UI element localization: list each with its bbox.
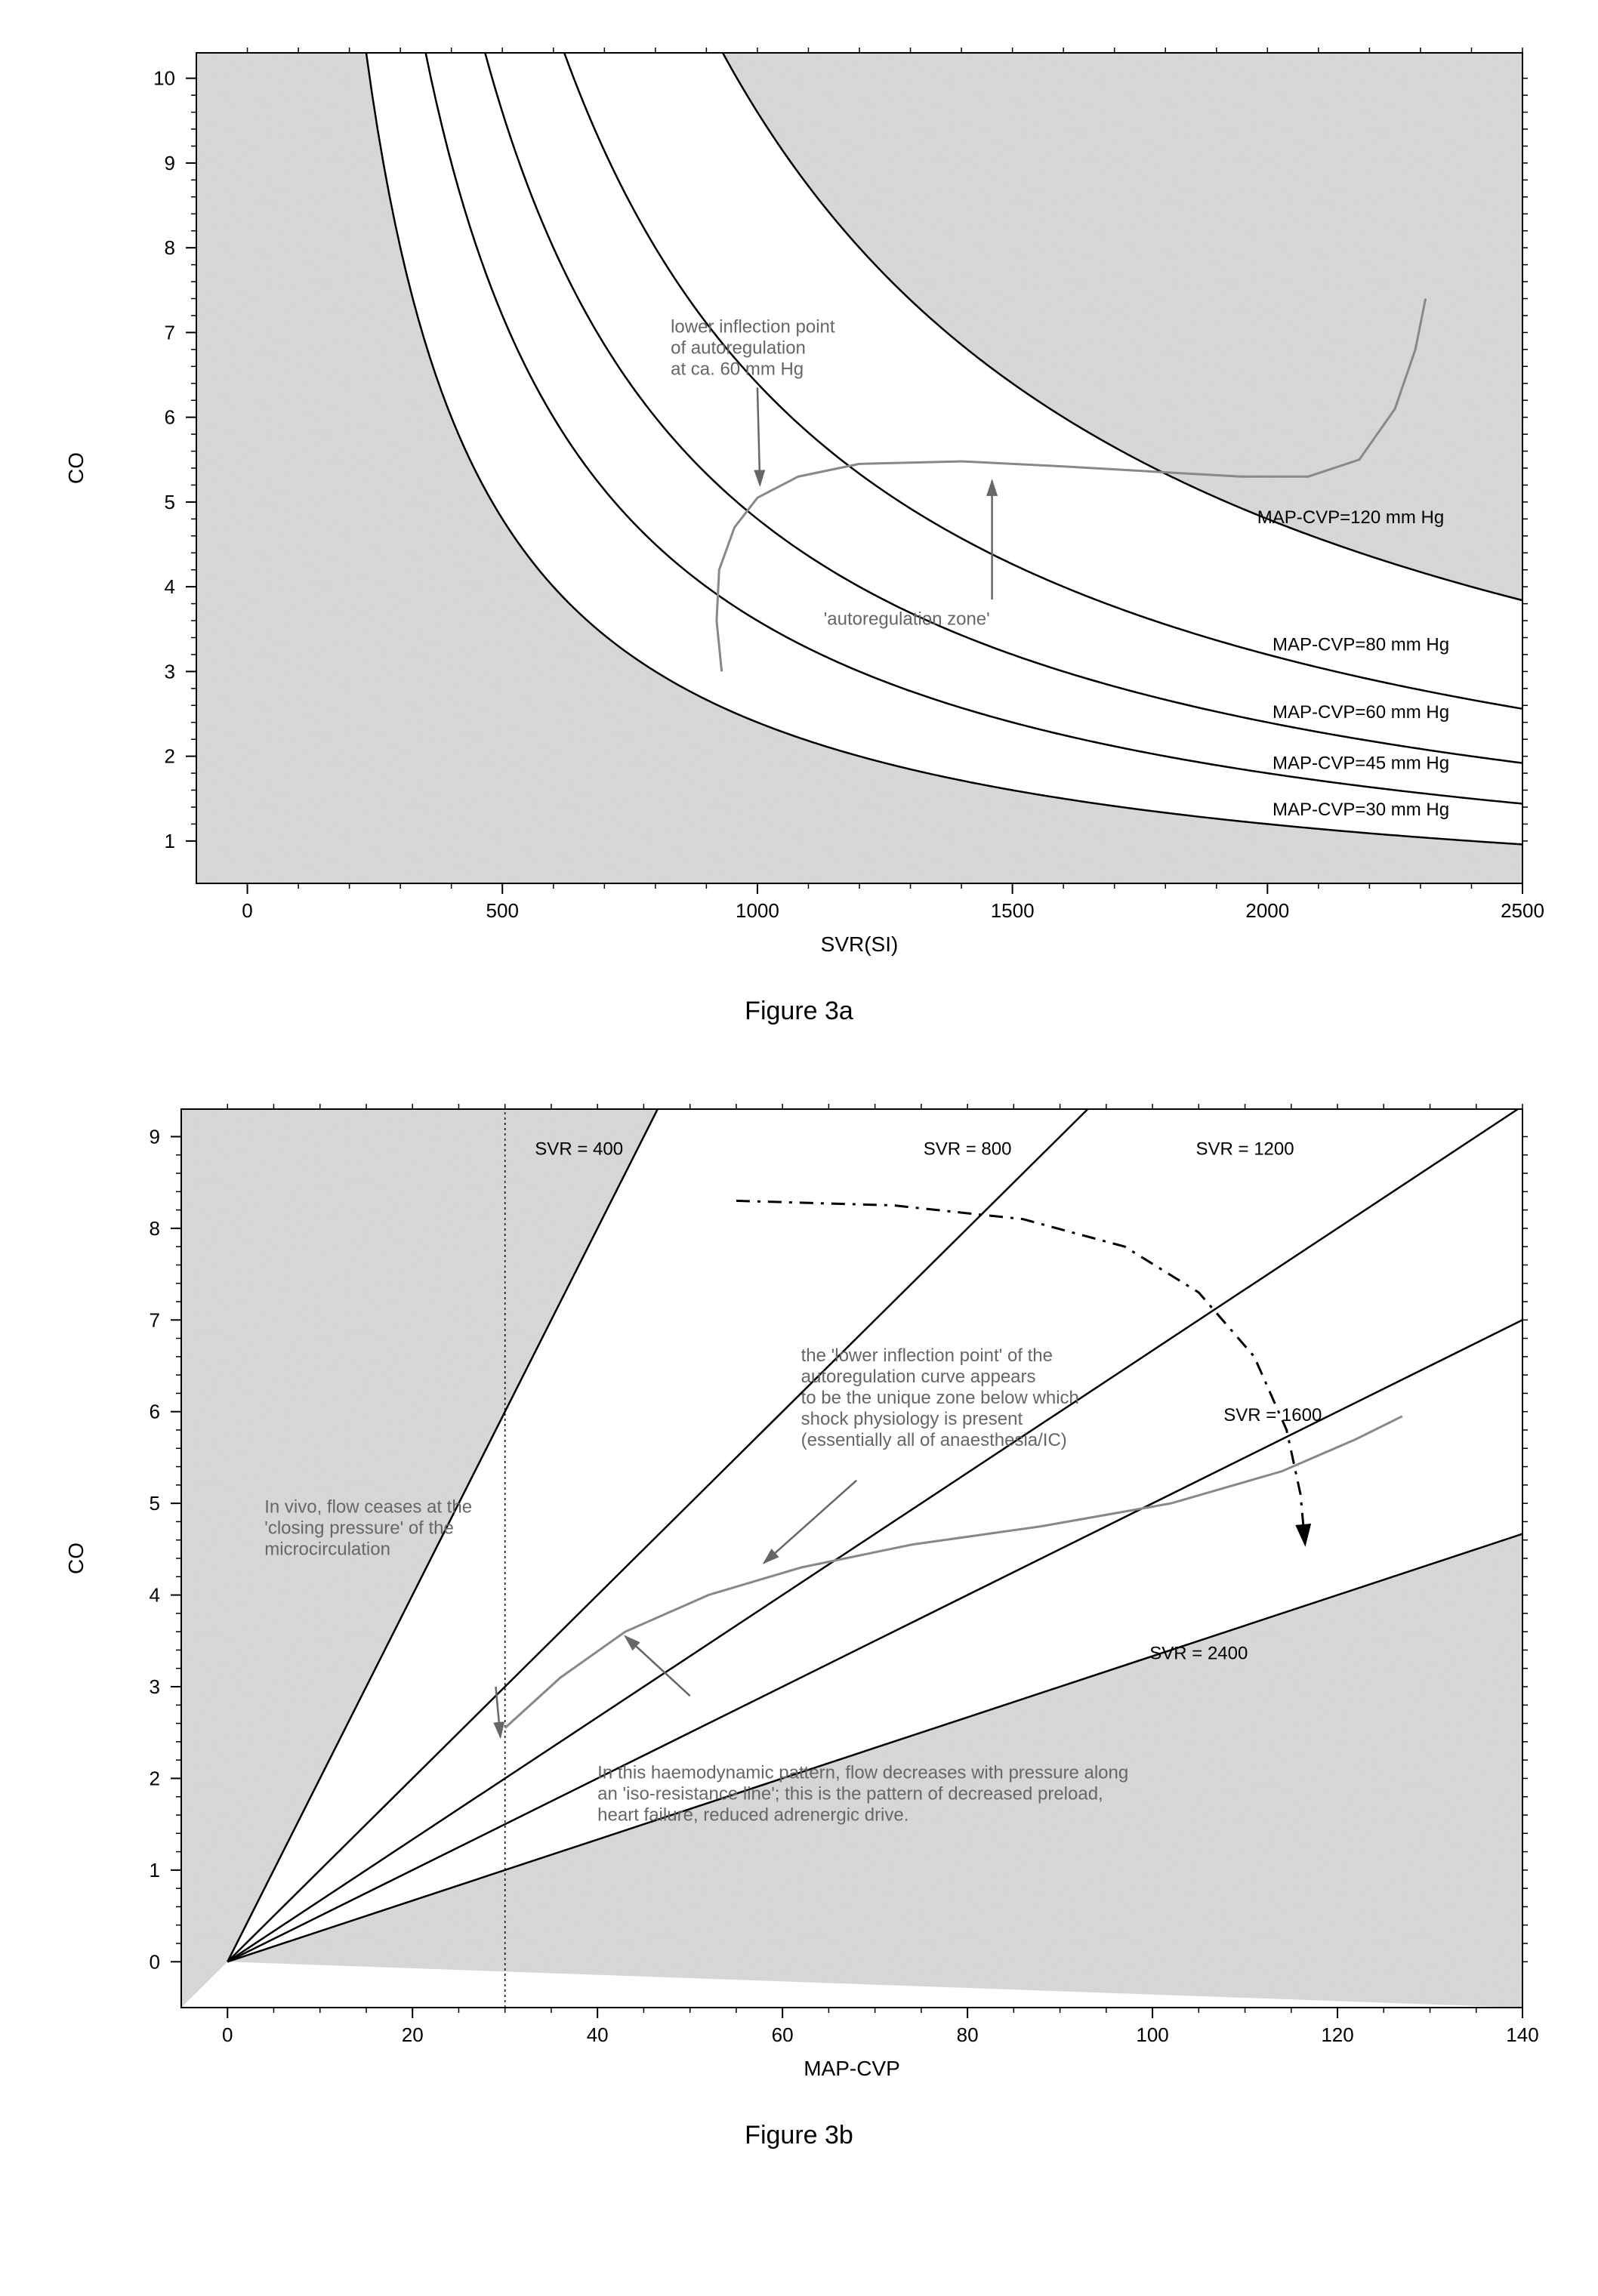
y-tick-label: 9 — [165, 152, 175, 174]
line-label: SVR = 400 — [535, 1139, 623, 1160]
x-tick-label: 120 — [1321, 2023, 1353, 2046]
x-tick-label: 2500 — [1501, 899, 1544, 922]
y-tick-label: 6 — [165, 406, 175, 429]
figure-3a: MAP-CVP=120 mm Hg MAP-CVP=80 mm Hg MAP-CVP… — [30, 30, 1568, 1026]
x-tick-label: 60 — [772, 2023, 794, 2046]
line-label: SVR = 1200 — [1196, 1139, 1294, 1160]
annotation-text: In vivo, flow ceases at the — [264, 1496, 472, 1517]
y-axis-label: CO — [64, 1542, 88, 1574]
y-tick-label: 2 — [165, 745, 175, 768]
annotation-text: of autoregulation — [671, 337, 806, 358]
annotation-arrow — [764, 1481, 856, 1563]
annotation-text: shock physiology is present — [801, 1409, 1023, 1429]
y-tick-label: 7 — [165, 321, 175, 344]
figure-3a-caption: Figure 3a — [30, 997, 1568, 1026]
annotation-text: (essentially all of anaesthesia/IC) — [801, 1430, 1067, 1450]
y-tick-label: 9 — [150, 1125, 160, 1148]
y-tick-label: 6 — [150, 1401, 160, 1423]
figure-3b: SVR = 400 SVR = 800 SVR = 1200 SVR = 1600 SV… — [30, 1086, 1568, 2150]
chart-3a-svg: MAP-CVP=120 mm Hg MAP-CVP=80 mm Hg MAP-CVP… — [30, 30, 1568, 974]
y-tick-label: 1 — [165, 830, 175, 852]
annotation-text: 'autoregulation zone' — [824, 609, 990, 630]
y-tick-label: 2 — [150, 1767, 160, 1789]
x-axis-label: SVR(SI) — [821, 932, 899, 956]
curve-label: MAP-CVP=80 mm Hg — [1273, 634, 1449, 655]
annotation-text: heart failure, reduced adrenergic drive. — [597, 1804, 909, 1825]
x-axis-label: MAP-CVP — [804, 2057, 900, 2080]
x-tick-label: 100 — [1136, 2023, 1168, 2046]
annotation-arrow — [757, 387, 760, 485]
y-tick-label: 7 — [150, 1308, 160, 1331]
line-label: SVR = 1600 — [1223, 1405, 1322, 1425]
annotation-text: lower inflection point — [671, 316, 835, 337]
annotation-text: an 'iso-resistance line'; this is the pa… — [597, 1783, 1103, 1804]
x-tick-label: 1000 — [736, 899, 779, 922]
y-tick-label: 10 — [153, 67, 175, 90]
chart-3b-svg: SVR = 400 SVR = 800 SVR = 1200 SVR = 1600 SV… — [30, 1086, 1568, 2098]
y-tick-label: 8 — [165, 236, 175, 259]
y-tick-label: 8 — [150, 1217, 160, 1240]
curve-label: MAP-CVP=45 mm Hg — [1273, 753, 1449, 773]
x-tick-label: 0 — [242, 899, 252, 922]
x-tick-label: 40 — [587, 2023, 609, 2046]
line-label: SVR = 2400 — [1149, 1644, 1248, 1664]
curve-label: MAP-CVP=120 mm Hg — [1257, 507, 1444, 528]
annotation-arrow — [625, 1636, 690, 1696]
y-tick-label: 0 — [150, 1950, 160, 1973]
y-tick-label: 4 — [165, 575, 175, 598]
annotation-text: autoregulation curve appears — [801, 1367, 1036, 1387]
annotation-text: at ca. 60 mm Hg — [671, 359, 804, 379]
line-label: SVR = 800 — [924, 1139, 1012, 1160]
x-tick-label: 1500 — [991, 899, 1035, 922]
y-tick-label: 4 — [150, 1584, 160, 1607]
y-tick-label: 3 — [165, 660, 175, 683]
y-axis-label: CO — [64, 452, 88, 484]
x-tick-label: 140 — [1506, 2023, 1538, 2046]
y-tick-label: 1 — [150, 1859, 160, 1881]
annotation-text: microcirculation — [264, 1539, 390, 1559]
annotation-text: the 'lower inflection point' of the — [801, 1345, 1053, 1366]
annotation-text: In this haemodynamic pattern, flow decre… — [597, 1762, 1128, 1783]
annotation-text: to be the unique zone below which — [801, 1388, 1079, 1408]
x-tick-label: 0 — [222, 2023, 233, 2046]
curve-label: MAP-CVP=60 mm Hg — [1273, 702, 1449, 723]
curve-label: MAP-CVP=30 mm Hg — [1273, 800, 1449, 820]
y-tick-label: 5 — [165, 491, 175, 513]
y-tick-label: 3 — [150, 1675, 160, 1698]
x-tick-label: 500 — [486, 899, 519, 922]
x-tick-label: 80 — [957, 2023, 979, 2046]
x-tick-label: 2000 — [1245, 899, 1289, 922]
figure-3b-caption: Figure 3b — [30, 2121, 1568, 2150]
y-tick-label: 5 — [150, 1492, 160, 1515]
annotation-text: 'closing pressure' of the — [264, 1518, 454, 1538]
x-tick-label: 20 — [402, 2023, 424, 2046]
